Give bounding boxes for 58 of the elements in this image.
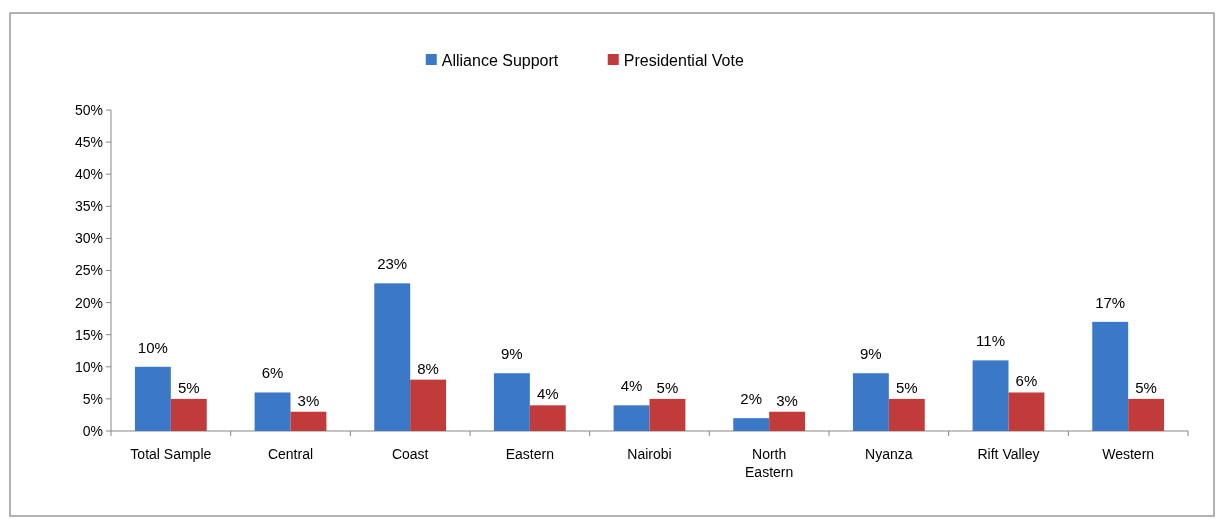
x-tick-label: Western: [1102, 446, 1155, 462]
data-label: 5%: [895, 378, 918, 396]
y-tick-label: 15%: [74, 326, 103, 343]
bar: [888, 398, 925, 431]
bar: [374, 283, 411, 431]
x-tick-label: Rift Valley: [977, 446, 1040, 462]
x-tick-label: Coast: [391, 446, 429, 462]
data-label: 4%: [536, 385, 559, 403]
x-tick-label: Nyanza: [865, 446, 913, 462]
legend-label: Alliance Support: [441, 51, 559, 69]
data-label: 3%: [776, 391, 798, 409]
y-tick-label: 35%: [74, 198, 103, 215]
data-label: 5%: [656, 378, 679, 396]
bar: [254, 392, 291, 431]
x-tick-label: Nairobi: [627, 446, 672, 462]
y-tick-label: 10%: [74, 358, 103, 375]
data-label: 5%: [1135, 378, 1157, 396]
bar: [493, 373, 530, 431]
bar: [1092, 321, 1129, 431]
y-tick-label: 5%: [82, 390, 103, 407]
bar: [1008, 392, 1045, 431]
bar: [1128, 398, 1165, 431]
data-label: 9%: [860, 345, 882, 363]
data-label: 11%: [976, 332, 1006, 350]
bar: [529, 405, 566, 431]
data-label: 3%: [297, 391, 320, 409]
bar: [649, 398, 686, 431]
data-label: 10%: [137, 338, 168, 356]
bar: [972, 360, 1009, 431]
legend-label: Presidential Vote: [623, 51, 744, 69]
data-label: 17%: [1095, 293, 1126, 311]
data-label: 4%: [620, 377, 643, 395]
y-tick-label: 25%: [74, 262, 103, 279]
x-tick-label: Central: [267, 446, 314, 462]
bar: [613, 405, 650, 431]
bar: [170, 398, 207, 431]
data-label: 8%: [417, 359, 439, 377]
data-label: 9%: [501, 345, 523, 363]
bar: [410, 379, 447, 431]
bar: [733, 418, 770, 431]
data-label: 23%: [377, 255, 408, 273]
bar: [769, 411, 806, 431]
data-label: 6%: [261, 364, 284, 382]
x-tick-label: North Eastern: [745, 446, 794, 480]
bar: [290, 411, 327, 431]
y-tick-label: 30%: [74, 230, 103, 247]
y-tick-label: 0%: [82, 422, 103, 439]
y-tick-label: 45%: [74, 134, 103, 150]
bar: [134, 366, 171, 431]
x-tick-label: Eastern: [505, 446, 554, 462]
bar: [852, 373, 889, 431]
data-label: 5%: [177, 378, 200, 396]
y-tick-label: 50%: [74, 101, 103, 118]
data-label: 2%: [740, 390, 763, 408]
x-tick-label: Total Sample: [130, 446, 212, 462]
data-label: 6%: [1015, 372, 1038, 390]
y-tick-label: 20%: [74, 294, 103, 311]
y-tick-label: 40%: [74, 166, 103, 183]
